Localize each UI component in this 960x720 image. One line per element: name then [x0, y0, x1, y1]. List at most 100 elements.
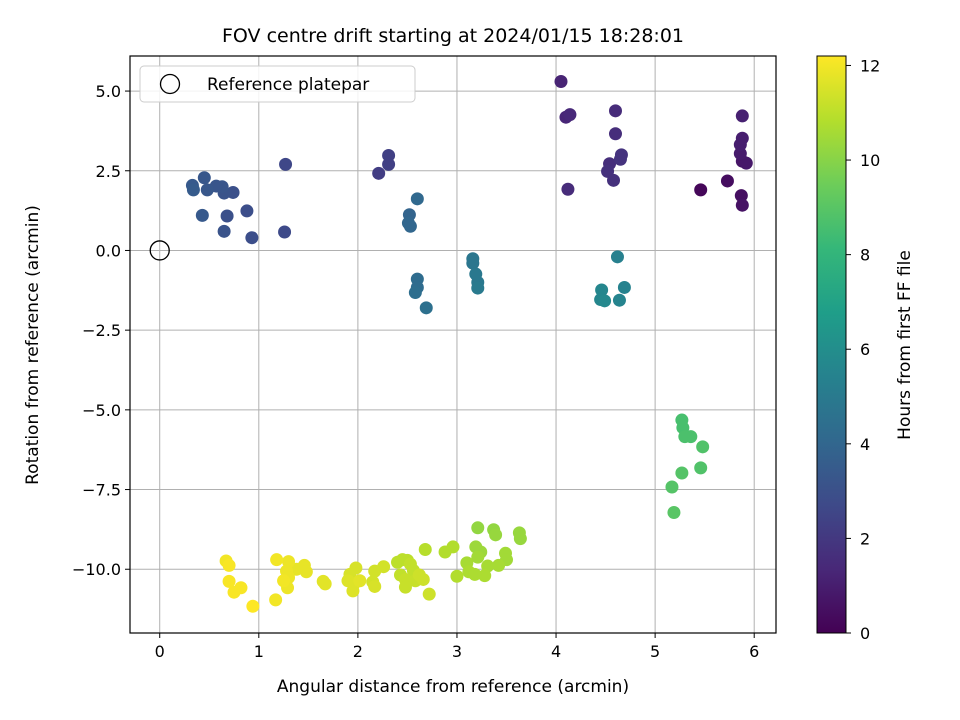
data-point [278, 225, 292, 239]
colorbar-tick-label: 4 [860, 435, 870, 454]
data-point [489, 528, 503, 542]
data-point [269, 593, 283, 607]
data-point [220, 209, 234, 223]
data-point [610, 250, 624, 264]
colorbar-tick-label: 2 [860, 529, 870, 548]
data-point [735, 198, 749, 212]
data-point [734, 189, 748, 203]
colorbar-tick-label: 6 [860, 340, 870, 359]
data-point [418, 542, 432, 556]
x-tick-label: 5 [650, 642, 660, 661]
data-point [270, 553, 284, 567]
data-point [419, 301, 433, 315]
y-tick-label: −10.0 [72, 560, 121, 579]
legend-marker-icon [159, 73, 181, 95]
colorbar: 0 2 4 6 8 10 12 Hours from first FF file [816, 55, 915, 643]
data-point [595, 283, 609, 297]
data-point [438, 545, 452, 559]
data-point [617, 280, 631, 294]
data-point [422, 587, 436, 601]
data-point [222, 558, 236, 572]
data-point [408, 286, 422, 300]
x-tick-label: 1 [254, 642, 264, 661]
data-point [735, 109, 749, 123]
x-axis-label: Angular distance from reference (arcmin) [277, 677, 629, 697]
data-point [667, 505, 681, 519]
data-point [353, 574, 367, 588]
data-point [478, 569, 492, 583]
y-tick-label: 0.0 [96, 241, 121, 260]
legend: Reference platepar [139, 65, 416, 103]
data-point [608, 127, 622, 141]
y-tick-label: −5.0 [82, 401, 121, 420]
x-tick-label: 0 [155, 642, 165, 661]
data-point [675, 466, 689, 480]
data-point [195, 208, 209, 222]
data-point [694, 461, 708, 475]
data-point [318, 577, 332, 591]
data-point [694, 183, 708, 197]
data-point [227, 585, 241, 599]
data-point [217, 224, 231, 238]
data-point [735, 131, 749, 145]
y-tick-label: −2.5 [82, 321, 121, 340]
reference-marker-group [149, 240, 170, 261]
data-point [277, 574, 291, 588]
data-point [607, 173, 621, 187]
colorbar-tick-label: 10 [860, 151, 880, 170]
x-tick-label: 4 [551, 642, 561, 661]
data-point [372, 166, 386, 180]
colorbar-label: Hours from first FF file [895, 250, 915, 440]
y-tick-label: 5.0 [96, 82, 121, 101]
chart-title: FOV centre drift starting at 2024/01/15 … [222, 25, 684, 47]
data-point [554, 75, 568, 89]
data-point [614, 148, 628, 162]
y-axis-label: Rotation from reference (arcmin) [23, 205, 43, 485]
data-point [466, 256, 480, 270]
data-point [245, 231, 259, 245]
colorbar-ticks: 0 2 4 6 8 10 12 [846, 56, 880, 643]
data-point [346, 584, 360, 598]
data-point [299, 565, 313, 579]
data-point [561, 182, 575, 196]
data-point [403, 219, 417, 233]
data-point [382, 157, 396, 171]
x-tick-label: 2 [353, 642, 363, 661]
colorbar-tick-label: 8 [860, 246, 870, 265]
data-point [246, 599, 260, 613]
data-point [684, 430, 698, 444]
data-point [471, 550, 485, 564]
data-point [598, 294, 612, 308]
data-point [197, 171, 211, 185]
data-point [471, 521, 485, 535]
data-point [398, 580, 412, 594]
data-point [696, 440, 710, 454]
y-tick-label: −7.5 [82, 481, 121, 500]
data-point [665, 480, 679, 494]
data-point [410, 192, 424, 206]
data-point [471, 281, 485, 295]
colorbar-gradient [816, 55, 847, 634]
y-tick-label: 2.5 [96, 162, 121, 181]
data-point [186, 183, 200, 197]
data-point [200, 183, 214, 197]
data-point [279, 157, 293, 171]
data-point [513, 532, 527, 546]
data-point [240, 204, 254, 218]
data-point [563, 108, 577, 122]
data-point [720, 174, 734, 188]
data-point [416, 572, 430, 586]
colorbar-tick-label: 12 [860, 56, 880, 75]
data-point [492, 558, 506, 572]
reference-point-marker [149, 240, 170, 261]
data-point [739, 156, 753, 170]
data-point [450, 569, 464, 583]
data-point [222, 574, 236, 588]
data-point [382, 148, 396, 162]
colorbar-tick-label: 0 [860, 624, 870, 643]
data-point [368, 579, 382, 593]
x-tick-label: 3 [452, 642, 462, 661]
data-point [733, 147, 747, 161]
data-point [368, 564, 382, 578]
data-point [468, 567, 482, 581]
